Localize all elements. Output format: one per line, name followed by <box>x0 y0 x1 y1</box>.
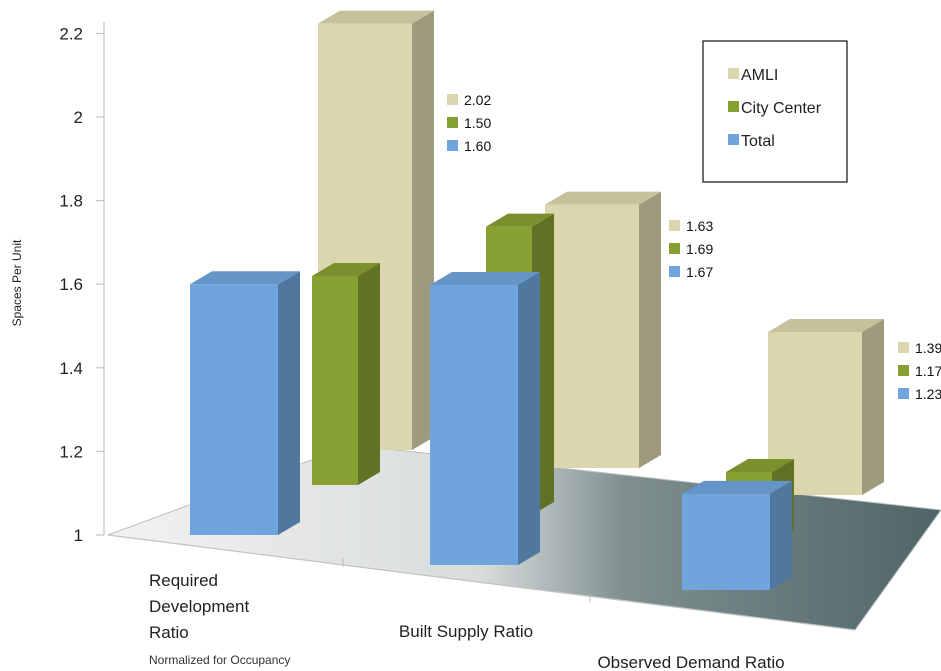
data-label: 1.50 <box>464 115 491 131</box>
y-tick-label: 2 <box>74 108 83 127</box>
category-label: Observed Demand Ratio <box>597 653 784 671</box>
bar-total-1 <box>190 271 300 535</box>
data-label: 1.39 <box>915 340 941 356</box>
bar-top <box>545 191 661 205</box>
y-tick-label: 2.2 <box>59 24 83 43</box>
category-label: Ratio <box>149 623 189 642</box>
category-label: Development <box>149 597 249 616</box>
legend-entry: Total <box>741 133 775 150</box>
data-label-swatch <box>898 365 909 376</box>
data-label: 1.69 <box>686 241 713 257</box>
data-label: 1.60 <box>464 138 491 154</box>
bar-top <box>726 458 794 472</box>
y-tick-label: 1 <box>74 526 83 545</box>
data-label: 1.23 <box>915 386 941 402</box>
bar-top <box>768 318 884 332</box>
bar-front <box>430 284 518 565</box>
data-label-swatch <box>447 140 458 151</box>
y-tick-label: 1.2 <box>59 442 83 461</box>
bar-total-2 <box>430 271 540 565</box>
legend-entry: AMLI <box>741 67 778 84</box>
bar-amli-2 <box>545 191 661 468</box>
data-label: 1.17 <box>915 363 941 379</box>
legend-box <box>702 40 848 183</box>
bar-top <box>312 263 380 276</box>
bar-top <box>430 271 540 285</box>
bar-top <box>190 271 300 285</box>
category-label: Built Supply Ratio <box>399 622 533 641</box>
data-label-swatch <box>669 243 680 254</box>
bar-city-center-1 <box>312 263 380 485</box>
data-label-swatch <box>669 220 680 231</box>
data-label-swatch <box>447 94 458 105</box>
bar-top <box>682 480 792 494</box>
data-label-swatch <box>898 388 909 399</box>
data-label-swatch <box>898 342 909 353</box>
legend-entry: City Center <box>741 100 822 117</box>
data-label: 2.02 <box>464 92 491 108</box>
bar-top <box>486 213 554 227</box>
data-label: 1.63 <box>686 218 713 234</box>
legend: AMLI City Center Total <box>702 40 848 183</box>
bar-front <box>682 493 770 590</box>
category-label: Required <box>149 571 218 590</box>
legend-swatch <box>728 101 739 112</box>
bar-side <box>862 318 884 495</box>
data-label-swatch <box>447 117 458 128</box>
bar-side <box>770 480 792 590</box>
data-label-swatch <box>669 266 680 277</box>
bar-side <box>639 191 661 468</box>
bar-top <box>318 10 434 24</box>
bar-front <box>312 276 358 485</box>
bar-total-3 <box>682 480 792 590</box>
y-tick-label: 1.4 <box>59 359 83 378</box>
y-tick-label: 1.8 <box>59 192 83 211</box>
bar-front <box>190 284 278 535</box>
y-tick-label: 1.6 <box>59 275 83 294</box>
bar-side <box>518 271 540 565</box>
category-sublabel: Normalized for Occupancy <box>149 653 290 667</box>
legend-swatch <box>728 68 739 79</box>
data-label: 1.67 <box>686 264 713 280</box>
y-axis-label: Spaces Per Unit <box>10 239 24 326</box>
bar-side <box>412 10 434 450</box>
bar-side <box>278 271 300 535</box>
legend-swatch <box>728 134 739 145</box>
bar-side <box>358 263 380 485</box>
bar-front <box>545 204 639 468</box>
x-axis-line <box>107 534 856 631</box>
